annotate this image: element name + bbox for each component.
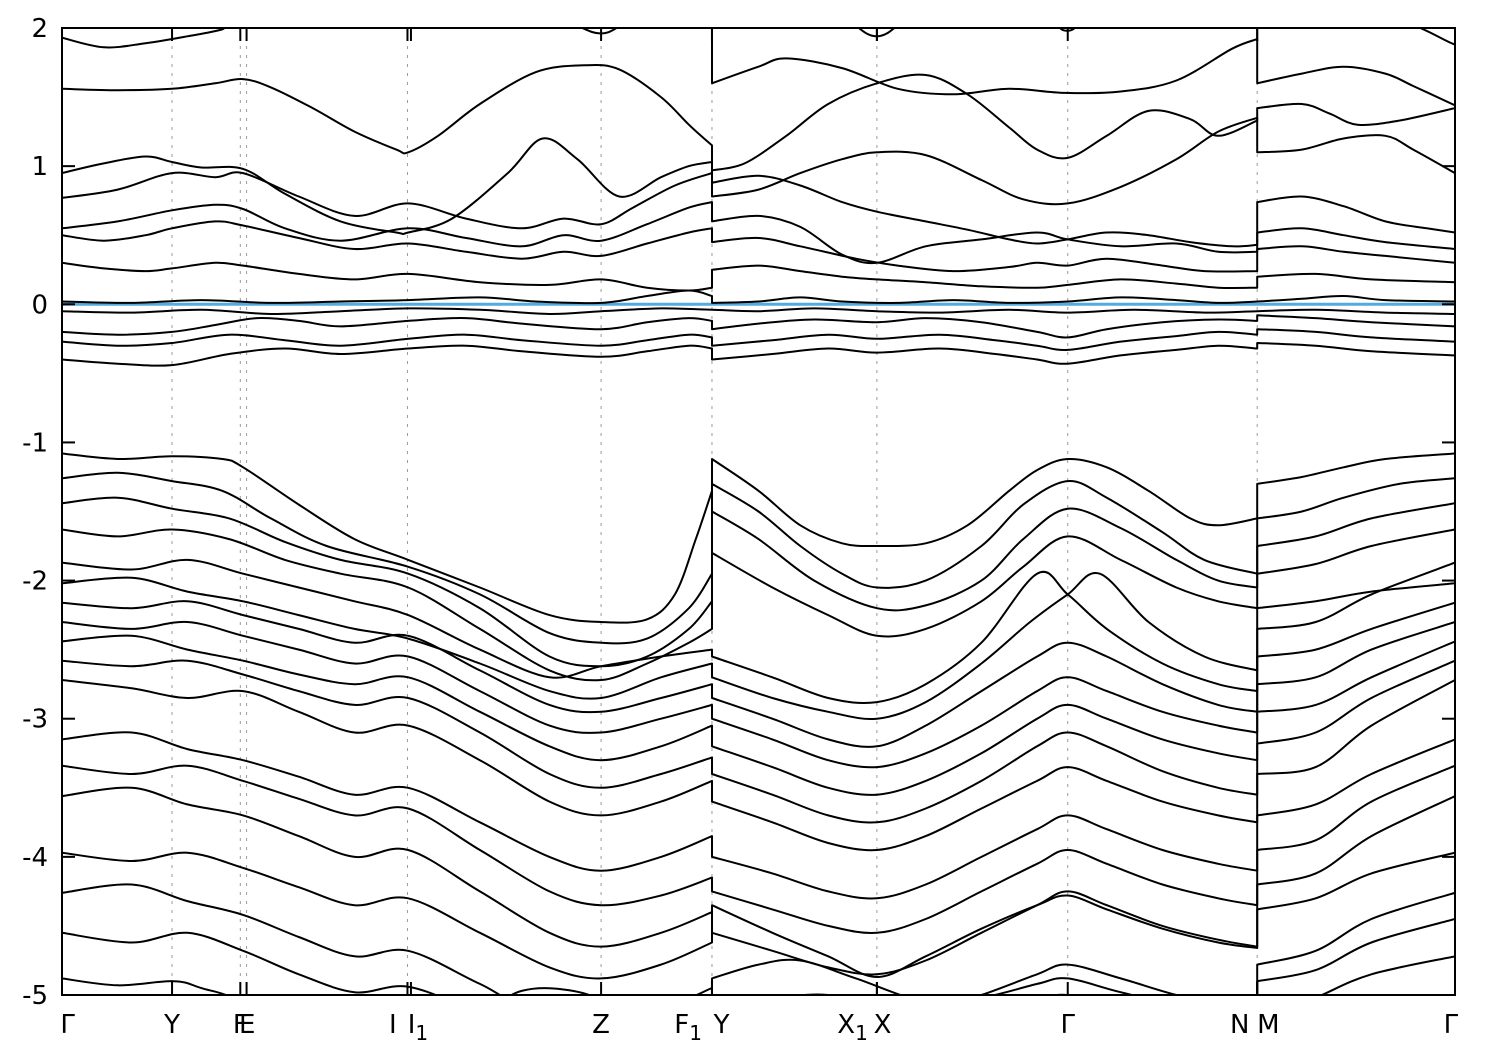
k-point-label: I1 (408, 1010, 428, 1045)
band-curve (62, 918, 1455, 995)
band-curve (62, 600, 1455, 748)
band-curve (62, 201, 1455, 265)
band-curve (62, 171, 1455, 248)
y-tick-label: -4 (22, 843, 48, 873)
band-curve (62, 528, 1455, 682)
y-tick-label: 0 (31, 290, 48, 320)
band-curve (62, 261, 1455, 292)
k-point-label: N (1230, 1010, 1249, 1040)
band-curve (62, 558, 1455, 705)
y-tick-label: -2 (22, 567, 48, 597)
band-curve (62, 220, 1455, 273)
band-curve (62, 764, 1455, 935)
band-curve (62, 634, 1455, 796)
band-curve (62, 851, 1455, 980)
k-point-label: M (1257, 1010, 1279, 1040)
k-point-label: F1 (674, 1010, 702, 1045)
k-point-label: Γ (1060, 1010, 1075, 1040)
band-curve (62, 786, 1455, 976)
k-point-label: I (389, 1010, 397, 1040)
y-tick-label: -3 (22, 705, 48, 735)
band-curve (62, 314, 1455, 339)
band-curve (62, 289, 1455, 305)
k-point-label: X (874, 1010, 892, 1040)
band-curve (62, 452, 1455, 624)
k-point-label: Γ (1444, 1010, 1459, 1040)
band-curve (62, 620, 1455, 769)
y-tick-label: -5 (22, 981, 48, 1011)
band-curve (62, 731, 1455, 900)
k-point-label: Γ (60, 1010, 75, 1040)
k-point-label: Y (163, 1010, 180, 1040)
band-curve (62, 63, 1455, 172)
band-curve (62, 571, 1455, 721)
k-point-label: X1 (837, 1010, 868, 1045)
band-curve (62, 659, 1455, 824)
y-tick-label: 2 (31, 14, 48, 44)
y-tick-label: 1 (31, 152, 48, 182)
k-point-label: Z (592, 1010, 610, 1040)
band-curve (62, 307, 1455, 316)
band-curve (62, 471, 1455, 645)
band-curve (62, 342, 1455, 367)
band-curve (62, 496, 1455, 668)
plot-border (61, 27, 1456, 996)
k-point-label: Y (713, 1010, 730, 1040)
band-curve (62, 679, 1455, 852)
band-curve (62, 28, 1455, 107)
band-curve (62, 328, 1455, 351)
k-point-label: E (239, 1010, 255, 1040)
k-point-label: F (233, 1010, 248, 1040)
band-curve (579, 28, 1455, 46)
y-tick-label: -1 (22, 428, 48, 458)
band-curve (62, 883, 1455, 995)
